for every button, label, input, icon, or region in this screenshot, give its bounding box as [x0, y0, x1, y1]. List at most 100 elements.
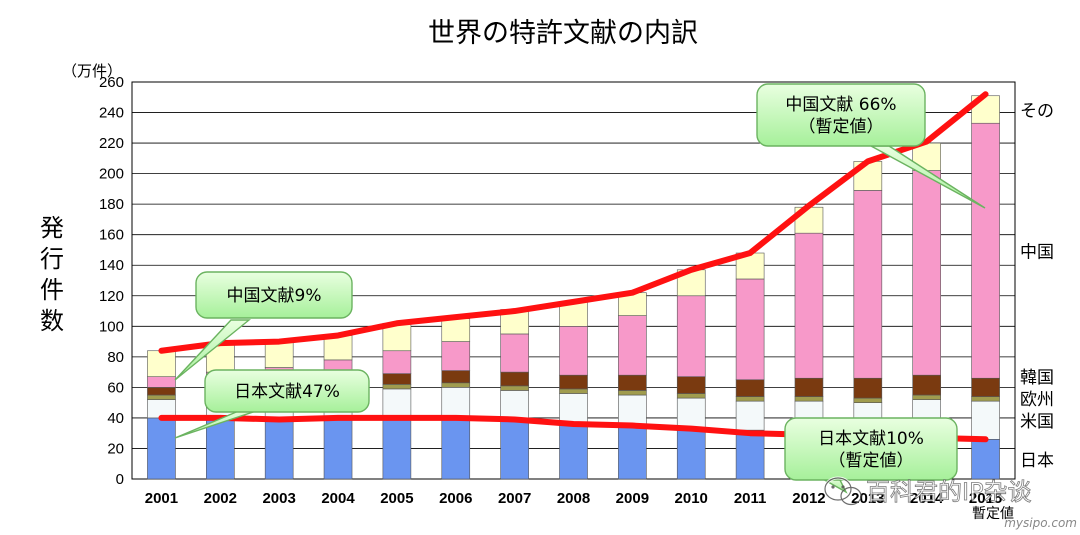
bar-segment — [735, 396, 765, 402]
bar-segment — [676, 295, 706, 377]
y-tick-label: 120 — [99, 288, 124, 305]
y-tick-label: 140 — [99, 257, 124, 274]
series-label: 韓国 — [1020, 368, 1054, 388]
bar-segment — [912, 374, 942, 396]
y-tick-label: 180 — [99, 196, 124, 213]
bar-segment — [735, 400, 765, 431]
y-tick-label: 200 — [99, 166, 124, 183]
bar-segment — [441, 370, 471, 384]
bar-segment — [618, 374, 647, 391]
wechat-icon — [823, 476, 862, 506]
watermark-text: 百科君的IP杂谈 — [866, 478, 1032, 506]
callout: 日本文献10%（暫定値） — [784, 417, 958, 494]
x-note-label: 暫定値 — [972, 506, 1014, 522]
chart-title: 世界の特許文献の内訳 — [428, 18, 698, 49]
x-tick-label: 2006 — [439, 490, 472, 507]
callout: 中国文献 66%（暫定値） — [756, 83, 986, 209]
callout-text: （暫定値） — [799, 117, 884, 137]
bar-segment — [441, 417, 471, 480]
y-tick-label: 40 — [107, 410, 124, 427]
y-tick-labels: 0 20 40 60 80 100 120 140 160 180 200 220 240 260 — [99, 74, 124, 488]
callout-text: 日本文献47% — [234, 382, 340, 402]
series-label: 欧州 — [1020, 390, 1054, 410]
x-tick-labels: 2001 2002 2003 2004 2005 2006 2007 2008 2009 2010… — [145, 490, 1003, 507]
bar-segment — [500, 420, 529, 480]
bar-segment — [147, 376, 176, 388]
bar-segment — [382, 350, 412, 374]
callout-box — [784, 417, 958, 481]
y-unit-label: （万件） — [62, 62, 122, 80]
bar-segment — [676, 376, 706, 394]
callout-box — [195, 271, 353, 319]
bar-segment — [735, 429, 765, 480]
bar-segment — [676, 393, 706, 399]
bar-segment — [971, 122, 1000, 379]
series-label: 中国 — [1020, 243, 1054, 263]
callout-pointer — [174, 319, 251, 381]
bar-segment — [147, 394, 176, 400]
bar-segment — [618, 425, 647, 480]
y-tick-label: 220 — [99, 135, 124, 152]
x-tick-label: 2003 — [262, 490, 295, 507]
bar-segment — [441, 318, 471, 342]
x-tick-label: 2013 — [851, 490, 884, 507]
bar-segment — [559, 374, 588, 390]
y-tick-label: 160 — [99, 227, 124, 244]
series-label: その — [1020, 101, 1054, 121]
bar-segment — [853, 397, 883, 403]
bar-segment — [500, 371, 529, 387]
x-tick-label: 2011 — [734, 490, 767, 507]
bar-segment — [676, 397, 706, 429]
y-tick-label: 240 — [99, 105, 124, 122]
y-axis-label-char: 行 — [40, 245, 64, 273]
x-tick-label: 2002 — [204, 490, 237, 507]
bar-segment — [912, 170, 942, 376]
y-tick-label: 0 — [116, 471, 124, 488]
bar-segment — [323, 416, 353, 480]
callout: 日本文献47% — [174, 369, 370, 439]
callout-text: （暫定値） — [829, 451, 914, 471]
bar-segment — [500, 333, 529, 373]
bar-segment — [618, 394, 647, 426]
series-label: 日本 — [1020, 451, 1054, 471]
y-tick-label: 20 — [107, 440, 124, 457]
watermark-site: mysipo.com — [1004, 516, 1077, 530]
x-tick-label: 2009 — [616, 490, 649, 507]
bar-segment — [441, 387, 471, 419]
trend-line-total — [158, 91, 989, 354]
bar-segment — [735, 278, 765, 381]
bar-segment — [441, 341, 471, 371]
y-axis-label-char: 数 — [40, 307, 64, 335]
watermark: 百科君的IP杂谈 — [823, 476, 1032, 506]
x-tick-label: 2015 — [969, 490, 1002, 507]
bar-segment — [382, 373, 412, 385]
callout: 中国文献9% — [174, 271, 353, 381]
bar-segment — [559, 425, 588, 480]
callout-box — [756, 83, 926, 147]
x-tick-label: 2012 — [792, 490, 825, 507]
bar-segment — [618, 390, 647, 396]
bar-segment — [500, 390, 529, 422]
bar-segment — [794, 232, 824, 379]
bar-segment — [382, 417, 412, 480]
series-label: 米国 — [1020, 412, 1054, 432]
x-tick-label: 2005 — [380, 490, 413, 507]
bars — [147, 95, 1000, 480]
x-tick-label: 2004 — [321, 490, 355, 507]
bar-segment — [676, 428, 706, 480]
bar-segment — [147, 350, 176, 377]
bar-segment — [971, 438, 1000, 480]
callout-text: 中国文献9% — [227, 286, 322, 306]
bar-segment — [912, 394, 942, 400]
bar-segment — [971, 396, 1000, 402]
bar-segment — [794, 377, 824, 397]
bar-segment — [206, 417, 235, 480]
bar-segment — [264, 341, 294, 368]
bar-segment — [794, 396, 824, 402]
y-tick-label: 100 — [99, 318, 124, 335]
bar-segment — [853, 377, 883, 399]
x-tick-label: 2010 — [675, 490, 708, 507]
